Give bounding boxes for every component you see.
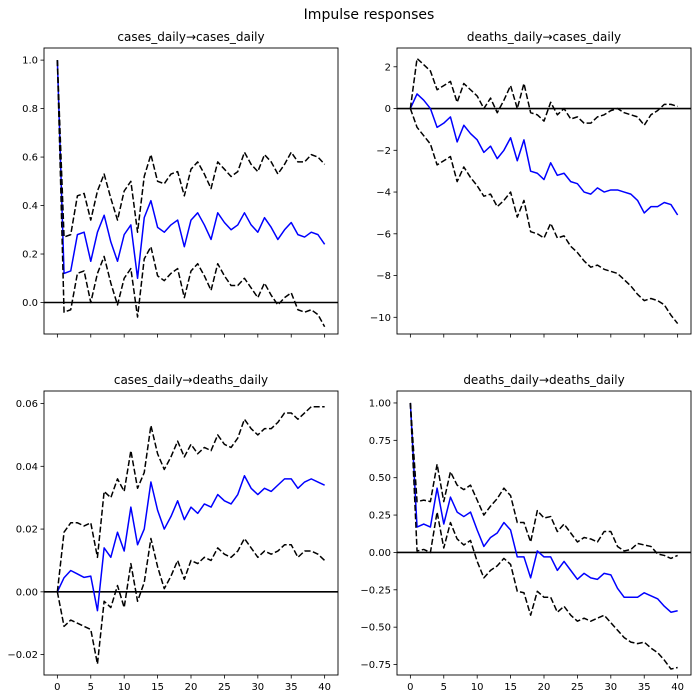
- y-tick-label: −0.50: [360, 623, 391, 634]
- y-tick-label: 0.6: [22, 153, 38, 164]
- y-tick-label: −0.75: [360, 660, 391, 671]
- series-group: [409, 402, 678, 670]
- series-group: [56, 60, 326, 328]
- series-line-irf: [409, 93, 679, 216]
- x-tick-label: 20: [538, 682, 551, 693]
- panel-cases-to-deaths: cases_daily→deaths_daily −0.02 0.00 0.02 0.0…: [7, 373, 339, 693]
- y-tick-label: 0.00: [369, 548, 391, 559]
- x-tick-label: 30: [604, 682, 617, 693]
- y-tick-label: 0.75: [369, 436, 391, 447]
- y-tick-label: 0.8: [22, 104, 38, 115]
- x-tick-label: 30: [251, 682, 264, 693]
- series-group: [56, 405, 326, 665]
- y-tick-label: 0.50: [369, 473, 391, 484]
- axes-frame: [43, 390, 339, 676]
- y-tick-label: −10: [370, 313, 391, 324]
- y-tick-label: 0.02: [16, 525, 38, 536]
- x-tick-label: 10: [471, 682, 484, 693]
- y-tick-label: −8: [376, 271, 391, 282]
- series-line-lower: [56, 537, 326, 665]
- y-tick-label: −4: [376, 188, 391, 199]
- series-line-upper: [409, 402, 678, 560]
- figure-suptitle: Impulse responses: [304, 7, 435, 23]
- panel-cases-to-cases: cases_daily→cases_daily 0.0 0.2 0.4 0.6 0.8 1.…: [22, 30, 339, 338]
- series-line-lower: [409, 402, 678, 670]
- series-line-upper: [409, 57, 678, 126]
- y-tick-label: 0.4: [22, 201, 38, 212]
- y-tick-label: −6: [376, 229, 391, 240]
- x-tick-label: 25: [571, 682, 584, 693]
- x-tick-label: 5: [441, 682, 447, 693]
- panel-title: deaths_daily→deaths_daily: [463, 373, 624, 387]
- y-tick-label: 0.06: [16, 399, 38, 410]
- axes-frame: [396, 47, 692, 335]
- panel-deaths-to-cases: deaths_daily→cases_daily −10 −8 −6 −4 −2 0 2: [370, 30, 692, 338]
- x-tick-label: 5: [88, 682, 94, 693]
- x-tick-label: 15: [151, 682, 164, 693]
- panels-group: cases_daily→cases_daily 0.0 0.2 0.4 0.6 0.8 1.…: [7, 30, 692, 693]
- series-line-irf: [56, 60, 326, 279]
- y-tick-label: 2: [385, 62, 391, 73]
- y-tick-label: −0.25: [360, 585, 391, 596]
- x-tick-label: 35: [285, 682, 298, 693]
- series-group: [409, 57, 679, 325]
- x-tick-label: 40: [318, 682, 331, 693]
- y-tick-label: −2: [376, 146, 391, 157]
- y-tick-label: 0.00: [16, 587, 38, 598]
- x-tick-label: 20: [185, 682, 198, 693]
- x-tick-label: 10: [118, 682, 131, 693]
- y-tick-label: 0.0: [22, 298, 38, 309]
- y-tick-label: 0.04: [16, 462, 38, 473]
- x-tick-label: 25: [218, 682, 231, 693]
- panel-title: deaths_daily→cases_daily: [467, 30, 621, 44]
- x-tick-label: 35: [638, 682, 651, 693]
- x-tick-label: 15: [504, 682, 517, 693]
- y-tick-label: −0.02: [7, 650, 38, 661]
- y-tick-label: 1.00: [369, 398, 391, 409]
- panel-deaths-to-deaths: deaths_daily→deaths_daily −0.75 −0.50 −0.25…: [360, 373, 692, 693]
- y-tick-label: 0: [385, 104, 391, 115]
- series-line-lower: [56, 60, 326, 328]
- x-tick-label: 0: [407, 682, 413, 693]
- series-line-irf: [56, 474, 325, 612]
- x-tick-label: 40: [671, 682, 684, 693]
- series-line-lower: [409, 108, 679, 325]
- panel-title: cases_daily→deaths_daily: [114, 373, 268, 387]
- series-line-upper: [56, 405, 325, 592]
- series-line-upper: [56, 60, 326, 238]
- series-line-irf: [409, 402, 678, 613]
- y-tick-label: 1.0: [22, 56, 38, 67]
- y-tick-label: 0.2: [22, 250, 38, 261]
- x-tick-label: 0: [54, 682, 60, 693]
- y-tick-label: 0.25: [369, 511, 391, 522]
- panel-title: cases_daily→cases_daily: [117, 30, 264, 44]
